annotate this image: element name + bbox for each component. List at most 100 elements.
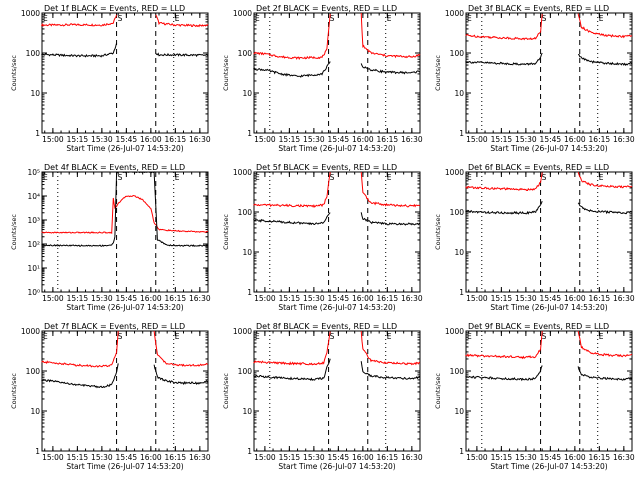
y-tick-label: 1	[35, 447, 40, 456]
lld-series-line	[41, 14, 209, 28]
x-tick-label: 16:15	[589, 294, 611, 303]
x-tick-label: 16:30	[401, 294, 423, 303]
lld-series-line	[465, 330, 633, 360]
y-tick-label: 10	[454, 248, 464, 257]
x-tick-label: 15:15	[279, 135, 301, 144]
x-tick-label: 15:45	[540, 453, 562, 462]
events-series-line	[253, 61, 421, 78]
marker-label: E	[175, 173, 180, 182]
marker-label: E	[175, 332, 180, 341]
marker-label: E	[599, 332, 604, 341]
chart-panel: Det 9f BLACK = Events, RED = LLD 1 10 100 10…	[434, 322, 635, 471]
y-tick-label: 10	[30, 89, 40, 98]
x-axis-label: Start Time (26-Jul-07 14:53:20)	[66, 303, 183, 312]
chart-panel: Det 8f BLACK = Events, RED = LLD 1 10 100 10…	[222, 322, 423, 471]
y-tick-label: 100	[238, 367, 253, 376]
plot-frame	[41, 330, 209, 452]
lld-series-line	[253, 171, 421, 208]
marker-label: E	[43, 14, 48, 23]
x-tick-label: 16:15	[377, 294, 399, 303]
y-tick-label: 100	[450, 367, 465, 376]
x-tick-label: 16:30	[189, 294, 211, 303]
marker-label: E	[467, 173, 472, 182]
lld-series-line	[253, 12, 421, 61]
x-tick-label: 16:00	[564, 135, 586, 144]
y-tick-label: 1	[459, 288, 464, 297]
x-tick-label: 15:15	[67, 294, 89, 303]
plot-frame	[465, 330, 633, 452]
marker-label: E	[387, 173, 392, 182]
x-tick-label: 16:15	[589, 135, 611, 144]
x-tick-label: 16:00	[564, 294, 586, 303]
marker-label: E	[255, 332, 260, 341]
x-tick-label: 15:15	[67, 453, 89, 462]
panel-title: Det 3f BLACK = Events, RED = LLD	[468, 4, 609, 13]
panel-title: Det 5f BLACK = Events, RED = LLD	[256, 163, 397, 172]
events-series-line	[41, 171, 209, 248]
x-axis-label: Start Time (26-Jul-07 14:53:20)	[490, 303, 607, 312]
x-tick-label: 15:15	[67, 135, 89, 144]
y-tick-label: 1	[247, 288, 252, 297]
y-tick-label: 1000	[21, 327, 40, 336]
panel-title: Det 9f BLACK = Events, RED = LLD	[468, 322, 609, 331]
chart-panel: Det 6f BLACK = Events, RED = LLD 1 10 100 10…	[434, 163, 635, 312]
y-tick-label: 100	[238, 49, 253, 58]
x-tick-label: 15:45	[540, 135, 562, 144]
marker-label: E	[467, 14, 472, 23]
x-tick-label: 15:30	[303, 135, 325, 144]
x-tick-label: 15:30	[91, 453, 113, 462]
chart-panel: Det 3f BLACK = Events, RED = LLD 1 10 100 10…	[434, 4, 635, 153]
x-axis-label: Start Time (26-Jul-07 14:53:20)	[278, 303, 395, 312]
y-axis-label: Counts/sec	[434, 373, 442, 409]
y-axis-label: Counts/sec	[10, 55, 18, 91]
y-axis-label: Counts/sec	[10, 373, 18, 409]
marker-label: S	[330, 14, 335, 23]
x-tick-label: 16:00	[140, 135, 162, 144]
lld-series-line	[41, 194, 209, 235]
x-tick-label: 16:30	[401, 135, 423, 144]
marker-label: E	[255, 173, 260, 182]
chart-panel: Det 1f BLACK = Events, RED = LLD 1 10 100 10…	[10, 4, 211, 153]
x-tick-label: 16:30	[613, 135, 635, 144]
x-tick-label: 15:00	[254, 135, 276, 144]
x-tick-label: 16:00	[352, 294, 374, 303]
marker-label: E	[599, 14, 604, 23]
lld-series-line	[253, 331, 421, 366]
y-tick-label: 10⁵	[27, 168, 40, 177]
marker-label: S	[542, 173, 547, 182]
x-tick-label: 16:00	[140, 294, 162, 303]
panel-title: Det 4f BLACK = Events, RED = LLD	[44, 163, 185, 172]
y-tick-label: 1	[459, 129, 464, 138]
x-tick-label: 16:15	[165, 135, 187, 144]
y-tick-label: 100	[26, 49, 41, 58]
x-tick-label: 15:30	[515, 294, 537, 303]
x-tick-label: 16:30	[613, 294, 635, 303]
chart-panel: Det 5f BLACK = Events, RED = LLD 1 10 100 10…	[222, 163, 423, 312]
y-tick-label: 10	[242, 248, 252, 257]
x-tick-label: 15:30	[303, 453, 325, 462]
marker-label: E	[255, 14, 260, 23]
x-tick-label: 15:15	[491, 453, 513, 462]
lld-series-line	[41, 330, 209, 368]
y-tick-label: 10⁴	[27, 192, 40, 201]
marker-label: E	[467, 332, 472, 341]
events-series-line	[253, 212, 421, 226]
panel-title: Det 8f BLACK = Events, RED = LLD	[256, 322, 397, 331]
marker-label: S	[542, 332, 547, 341]
marker-label: S	[542, 14, 547, 23]
x-tick-label: 16:00	[140, 453, 162, 462]
chart-panel: Det 2f BLACK = Events, RED = LLD 1 10 100 10…	[222, 4, 423, 153]
x-tick-label: 15:15	[279, 453, 301, 462]
marker-label: E	[387, 332, 392, 341]
panel-title: Det 6f BLACK = Events, RED = LLD	[468, 163, 609, 172]
x-axis-label: Start Time (26-Jul-07 14:53:20)	[66, 144, 183, 153]
y-tick-label: 100	[238, 208, 253, 217]
x-tick-label: 15:45	[328, 135, 350, 144]
y-tick-label: 10	[30, 407, 40, 416]
events-series-line	[465, 52, 633, 67]
x-tick-label: 16:00	[352, 453, 374, 462]
lld-series-line	[465, 171, 633, 191]
x-tick-label: 15:15	[491, 294, 513, 303]
x-tick-label: 15:45	[328, 453, 350, 462]
y-axis-label: Counts/sec	[434, 214, 442, 250]
